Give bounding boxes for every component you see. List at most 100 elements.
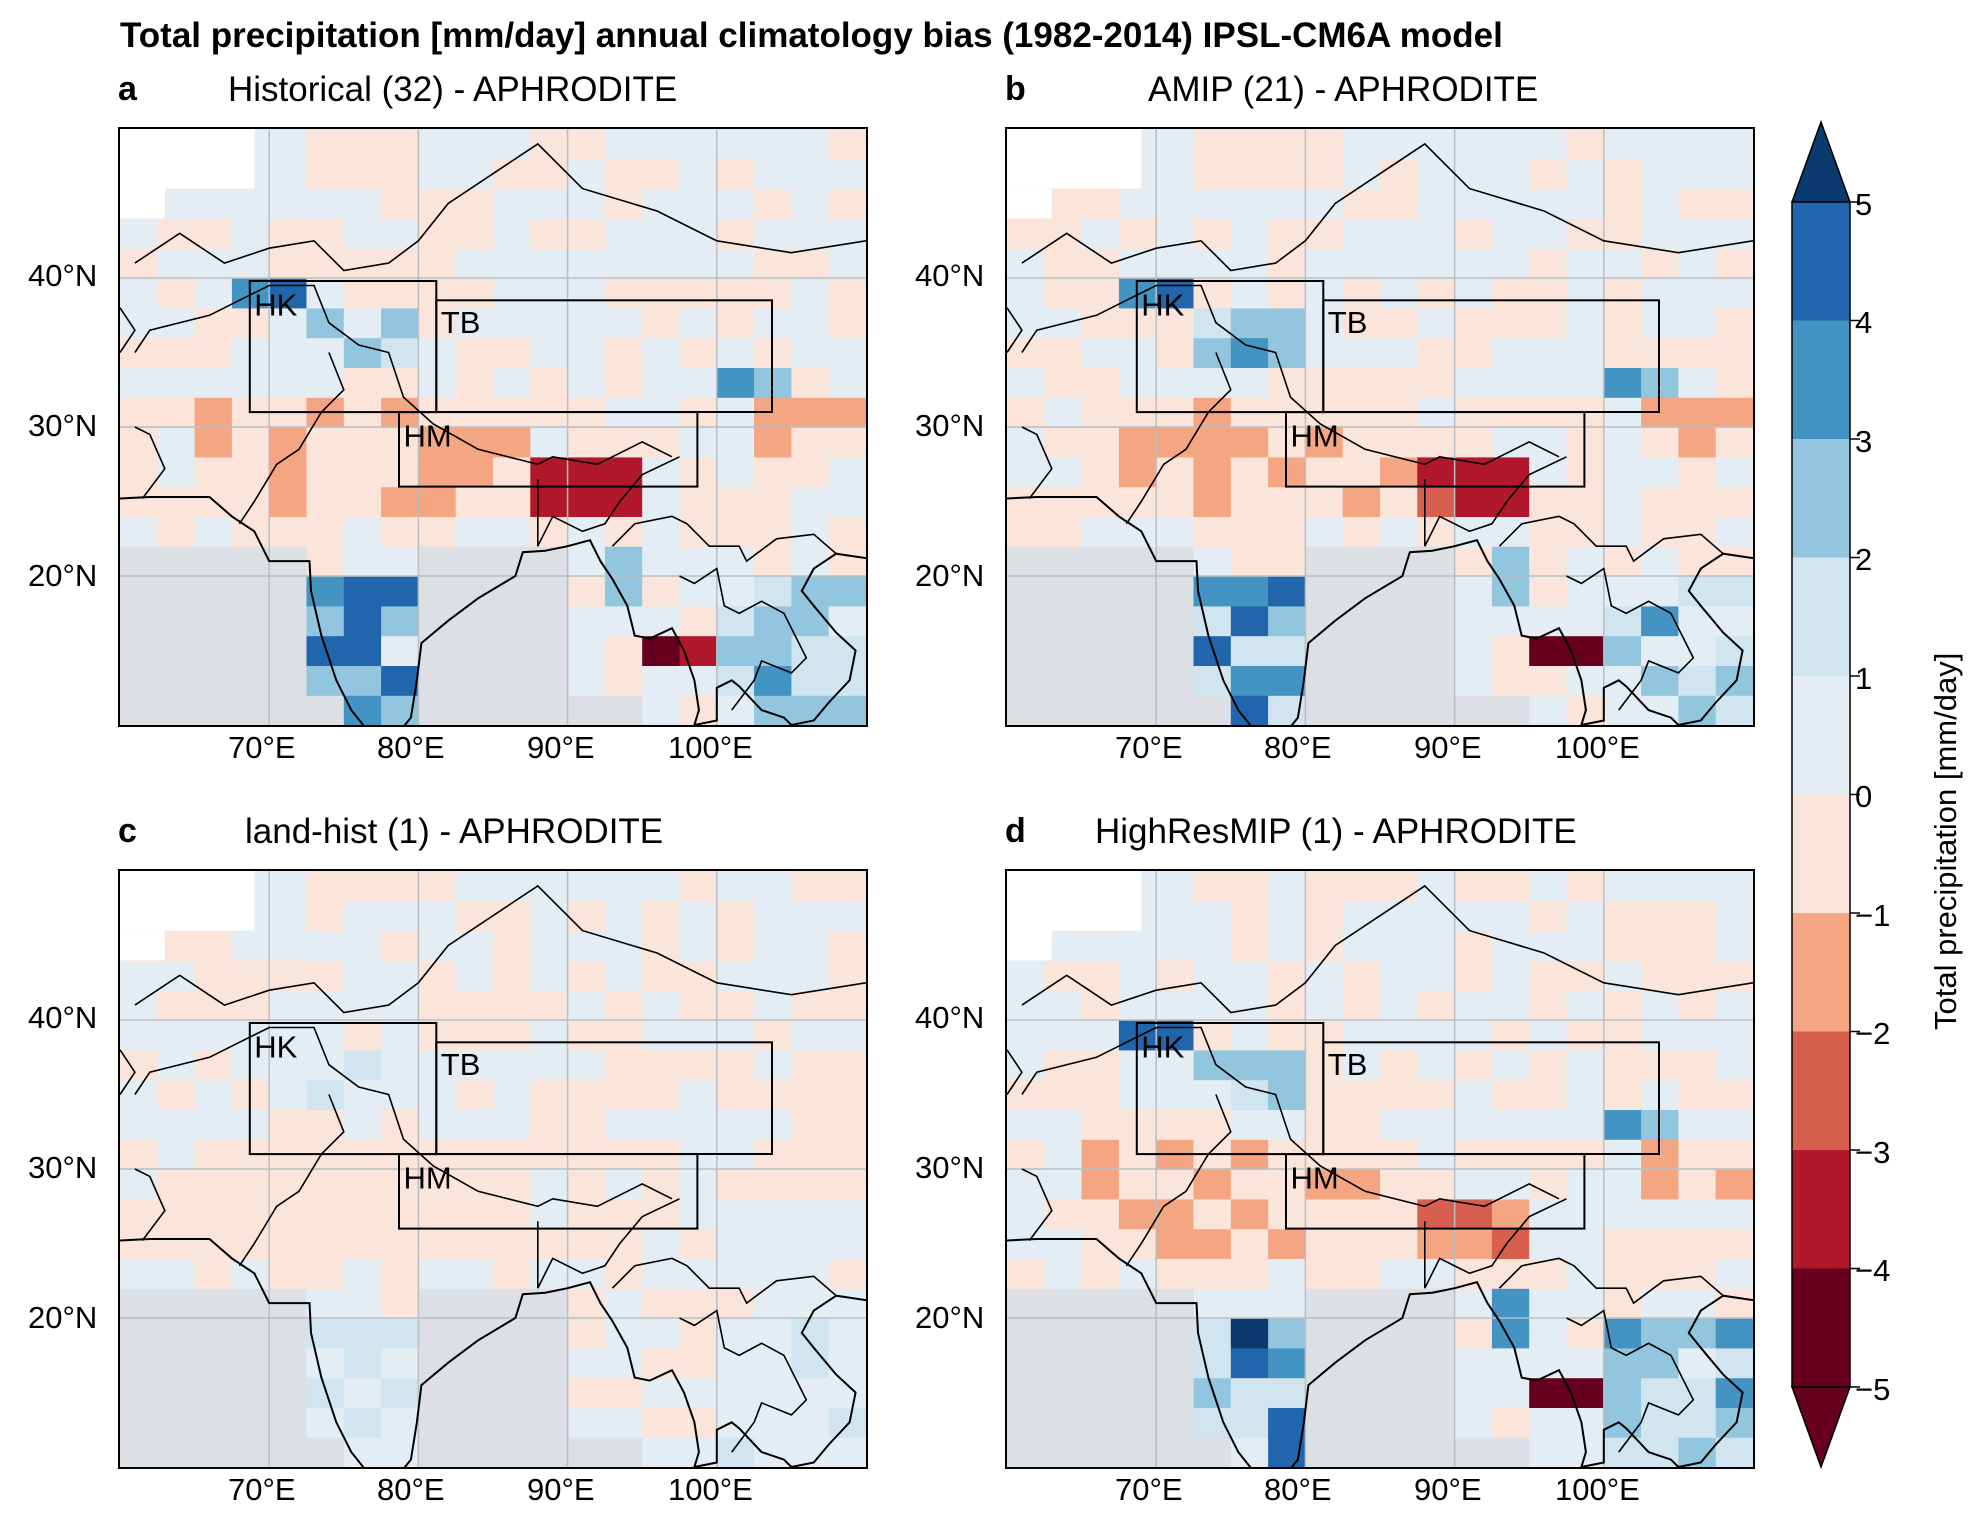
bias-cell — [1118, 1049, 1157, 1081]
bias-cell — [1678, 1407, 1717, 1438]
bias-cell — [1156, 337, 1195, 368]
bias-cell — [1566, 960, 1605, 991]
bias-cell — [1156, 307, 1195, 339]
bias-cell — [455, 990, 494, 1021]
bias-cell — [1715, 1407, 1753, 1438]
bias-cell — [1529, 695, 1568, 725]
bias-cell — [604, 990, 643, 1021]
bias-cell — [418, 307, 457, 339]
bias-cell — [1491, 129, 1530, 160]
lon-tick-70e-a: 70°E — [228, 730, 296, 765]
bias-cell — [642, 1377, 681, 1408]
region-label-hk: HK — [254, 1029, 297, 1064]
bias-cell — [1342, 960, 1381, 991]
bias-cell — [1417, 337, 1456, 368]
country-border — [1498, 515, 1724, 563]
bias-cell — [418, 1109, 457, 1140]
bias-cell — [642, 367, 681, 398]
bias-cell — [120, 1169, 158, 1200]
bias-cell — [1715, 1049, 1753, 1081]
region-box-hm — [1285, 411, 1586, 488]
bias-cell — [716, 990, 755, 1021]
bias-grid — [120, 871, 866, 1467]
bias-cell — [1529, 635, 1568, 666]
bias-cell — [791, 427, 830, 458]
bias-cell — [828, 1407, 866, 1438]
bias-cell — [381, 1258, 419, 1289]
bias-cell — [754, 900, 792, 932]
bias-cell — [642, 278, 681, 309]
bias-cell — [231, 1109, 270, 1140]
bias-cell — [828, 635, 866, 666]
region-box-hm — [1285, 1153, 1586, 1230]
bias-cell — [1715, 930, 1753, 961]
bias-cell — [1081, 278, 1120, 309]
bias-cell — [791, 1228, 830, 1259]
bias-cell — [1268, 1109, 1306, 1140]
bias-cell — [604, 516, 643, 547]
bias-cell — [1081, 188, 1120, 219]
bias-cell — [642, 695, 681, 725]
bias-cell — [642, 1318, 681, 1349]
bias-cell — [1044, 248, 1083, 279]
bias-cell — [231, 1020, 270, 1051]
bias-cell — [1417, 427, 1456, 458]
bias-cell — [1342, 188, 1381, 219]
bias-cell — [716, 1288, 755, 1319]
bias-cell — [530, 1049, 569, 1081]
bias-cell — [754, 1347, 792, 1379]
bias-cell — [269, 278, 308, 309]
bias-cell — [1566, 337, 1605, 368]
bias-cell — [1491, 546, 1530, 577]
bias-cell — [381, 1169, 419, 1200]
bias-cell — [1529, 1437, 1568, 1467]
bias-cell — [1454, 1377, 1493, 1408]
bias-cell — [1715, 516, 1753, 547]
bias-cell — [1193, 337, 1232, 368]
bias-cell — [1230, 1258, 1269, 1289]
bias-cell — [567, 1049, 606, 1081]
map-panel-b: HK TB HM — [1005, 127, 1755, 727]
bias-cell — [679, 900, 718, 932]
bias-cell — [1566, 1020, 1605, 1051]
bias-cell — [567, 1288, 606, 1319]
bias-cell — [306, 129, 345, 160]
bias-cell — [642, 990, 681, 1021]
bias-cell — [1230, 129, 1269, 160]
bias-cell — [1044, 1258, 1083, 1289]
bias-cell — [1305, 486, 1344, 517]
colorbar-tick-2: 2 — [1855, 542, 1873, 577]
bias-cell — [754, 930, 792, 961]
bias-cell — [455, 516, 494, 547]
bias-cell — [1491, 516, 1530, 547]
bias-cell — [306, 427, 345, 458]
bias-cell — [604, 248, 643, 279]
country-border — [537, 456, 680, 547]
bias-cell — [1007, 960, 1045, 991]
bias-cell — [1491, 1377, 1530, 1408]
bias-cell — [455, 1228, 494, 1259]
bias-cell — [1305, 248, 1344, 279]
bias-cell — [1603, 1377, 1642, 1408]
bias-cell — [306, 900, 345, 932]
bias-cell — [418, 900, 457, 932]
bias-cell — [530, 1169, 569, 1200]
bias-cell — [1156, 1020, 1195, 1051]
bias-cell — [716, 248, 755, 279]
bias-cell — [1081, 930, 1120, 961]
bias-cell — [530, 990, 569, 1021]
bias-cell — [530, 218, 569, 249]
bias-cell — [567, 635, 606, 666]
bias-cell — [1603, 1020, 1642, 1051]
bias-cell — [269, 1258, 308, 1289]
bias-cell — [306, 337, 345, 368]
bias-cell — [455, 1198, 494, 1230]
bias-cell — [1156, 1079, 1195, 1110]
bias-cell — [679, 1347, 718, 1379]
bias-cell — [642, 576, 681, 607]
bias-cell — [791, 605, 830, 637]
bias-cell — [1342, 1198, 1381, 1230]
bias-cell — [381, 1109, 419, 1140]
bias-cell — [1566, 427, 1605, 458]
bias-cell — [1603, 456, 1642, 488]
